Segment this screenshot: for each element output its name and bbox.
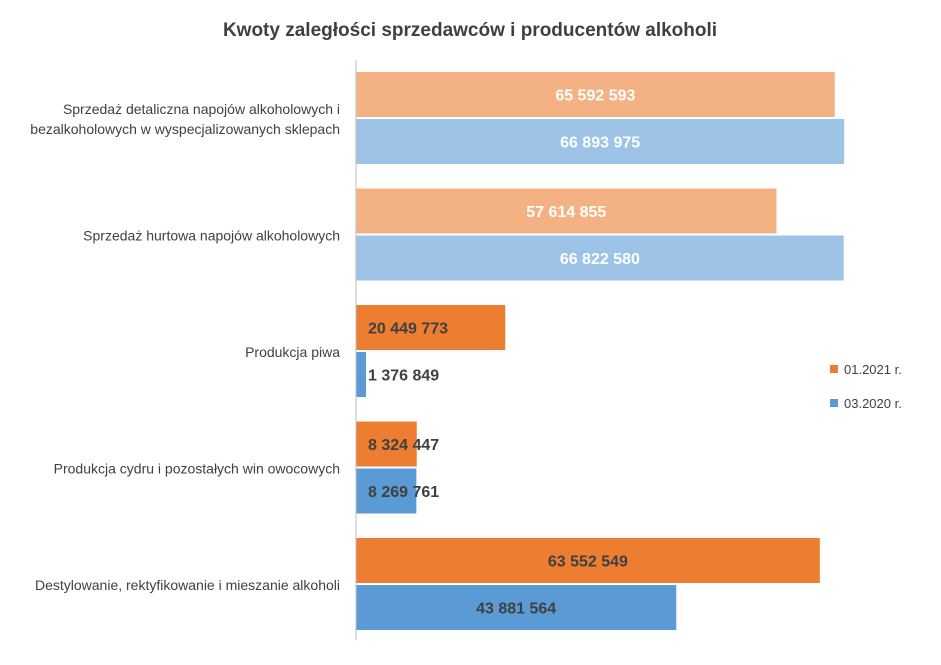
- bar-series-1: [356, 538, 820, 583]
- data-label: 63 552 549: [548, 554, 628, 571]
- labels-layer: Sprzedaż detaliczna napojów alkoholowych…: [30, 88, 640, 618]
- bar-series-2: [356, 352, 367, 397]
- legend-label: 01.2021 r.: [844, 362, 902, 377]
- bar-series-2: [356, 585, 677, 630]
- category-label: Sprzedaż hurtowa napojów alkoholowych: [83, 228, 340, 244]
- data-label: 65 592 593: [555, 88, 635, 105]
- data-label: 8 324 447: [368, 437, 439, 454]
- category-label: Destylowanie, rektyfikowanie i mieszanie…: [35, 577, 340, 593]
- category-label: Produkcja piwa: [245, 344, 340, 360]
- data-label: 1 376 849: [368, 368, 439, 385]
- bar-series-1: [356, 421, 417, 467]
- data-label: 8 269 761: [368, 484, 439, 501]
- data-label: 66 822 580: [560, 251, 640, 268]
- bar-series-2: [356, 235, 844, 281]
- bar-series-1: [356, 305, 506, 350]
- legend-swatch: [830, 399, 838, 407]
- data-label: 20 449 773: [368, 321, 448, 338]
- legend-swatch: [830, 365, 838, 373]
- legend: 01.2021 r. 03.2020 r.: [830, 362, 902, 411]
- category-label: Produkcja cydru i pozostałych win owocow…: [54, 461, 340, 477]
- category-label: Sprzedaż detaliczna napojów alkoholowych…: [63, 101, 340, 117]
- data-label: 57 614 855: [526, 204, 606, 221]
- bar-series-1: [356, 72, 835, 117]
- chart-title: Kwoty zaległości sprzedawców i producent…: [223, 20, 717, 41]
- bars-layer: [356, 72, 845, 630]
- data-label: 66 893 975: [560, 135, 640, 152]
- legend-label: 03.2020 r.: [844, 396, 902, 411]
- category-label: bezalkoholowych w wyspecjalizowanych skl…: [30, 121, 340, 137]
- bar-series-2: [356, 119, 845, 164]
- data-label: 43 881 564: [476, 601, 556, 618]
- bar-series-1: [356, 188, 777, 234]
- bar-series-2: [356, 468, 417, 514]
